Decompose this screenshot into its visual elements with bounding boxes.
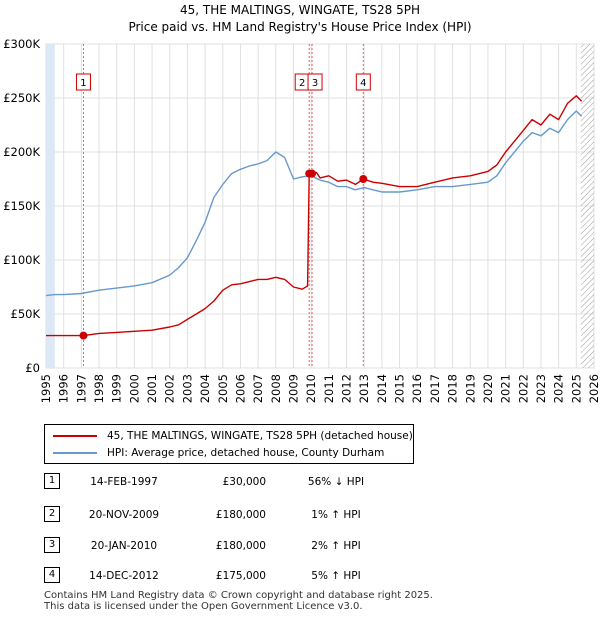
chart-title: 45, THE MALTINGS, WINGATE, TS28 5PH [179,3,421,17]
x-tick-label: 2008 [269,374,283,403]
legend-swatch-blue [53,452,97,454]
legend-swatch-red [53,435,97,437]
y-axis-ticks: £0 £50K £100K £150K £200K £250K £300K [3,37,40,375]
sale-marker-box-4 [355,73,371,91]
y-tick-label: £200K [3,145,40,159]
x-tick-label: 1996 [57,374,71,403]
footer-attribution: Contains HM Land Registry data © Crown c… [44,590,433,612]
sale-hpi-change: 5% ↑ HPI [311,570,361,582]
table-row: 3 20-JAN-2010 £180,000 2% ↑ HPI [44,537,444,555]
x-axis-ticks: 1995 1996 1997 1998 1999 2000 2001 2002 2003 2004… [39,374,600,403]
x-tick-label: 2012 [340,374,354,403]
x-tick-label: 2006 [233,374,247,403]
table-row: 4 14-DEC-2012 £175,000 5% ↑ HPI [44,567,444,585]
sale-date: 20-NOV-2009 [88,509,160,521]
shaded-spans [46,44,594,368]
sale-point-4 [359,175,368,183]
legend-label: 45, THE MALTINGS, WINGATE, TS28 5PH (det… [107,430,413,442]
grid-lines [45,43,595,369]
sale-date: 14-DEC-2012 [89,570,159,582]
sale-marker-label-1: 1 [80,78,86,89]
x-tick-label: 2005 [216,374,230,403]
x-tick-label: 2015 [393,374,407,403]
y-tick-label: £150K [3,199,40,213]
y-tick-label: £50K [11,307,41,321]
x-tick-label: 2014 [375,374,389,403]
x-tick-label: 2022 [516,374,530,403]
sale-point-3 [308,169,317,178]
x-tick-label: 2026 [587,374,600,403]
sale-point-1 [79,331,88,340]
sale-number-badge: 3 [44,537,60,553]
x-tick-label: 1997 [74,374,88,403]
sale-hpi-change: 1% ↑ HPI [311,509,361,521]
sale-number-badge: 4 [44,567,60,583]
sale-number-badge: 1 [44,473,60,489]
x-tick-label: 2023 [534,374,548,403]
table-row: 2 20-NOV-2009 £180,000 1% ↑ HPI [44,506,444,524]
sale-marker-box-3 [307,73,323,91]
x-tick-label: 2010 [304,374,318,403]
chart-subtitle: Price paid vs. HM Land Registry's House … [128,20,472,34]
legend-label: HPI: Average price, detached house, Coun… [107,447,385,459]
x-tick-label: 2007 [251,374,265,403]
y-tick-label: £100K [3,253,40,267]
x-tick-label: 2003 [180,374,194,403]
x-tick-label: 2025 [569,374,583,403]
sale-date: 20-JAN-2010 [90,540,158,552]
sale-hpi-change: 56% ↓ HPI [307,476,365,488]
y-tick-label: £250K [3,91,40,105]
x-tick-label: 2020 [481,374,495,403]
chart-title-block: 45, THE MALTINGS, WINGATE, TS28 5PH Pric… [0,2,600,36]
sale-price: £175,000 [215,570,266,582]
sale-price: £180,000 [215,509,266,521]
sale-number-badge: 2 [44,506,60,522]
x-tick-label: 2019 [463,374,477,403]
x-tick-label: 2024 [552,374,566,403]
y-tick-label: £0 [25,361,40,375]
sale-marker-label-2: 2 [299,78,305,89]
table-row: 1 14-FEB-1997 £30,000 56% ↓ HPI [44,473,444,491]
x-tick-label: 2002 [163,374,177,403]
sale-date: 14-FEB-1997 [90,476,158,488]
x-tick-label: 2018 [446,374,460,403]
footer-line-1: Contains HM Land Registry data © Crown c… [44,590,433,601]
x-tick-label: 1999 [110,374,124,403]
x-tick-label: 2011 [322,374,336,403]
sale-price: £180,000 [215,540,266,552]
x-tick-label: 2009 [286,374,300,403]
x-tick-label: 2016 [410,374,424,403]
x-tick-label: 2001 [145,374,159,403]
x-tick-label: 2013 [357,374,371,403]
x-tick-label: 1998 [92,374,106,403]
legend: 45, THE MALTINGS, WINGATE, TS28 5PH (det… [44,424,414,464]
x-tick-label: 2000 [127,374,141,403]
sale-points [79,169,368,340]
series-line-hpi [45,110,583,297]
sale-hpi-change: 2% ↑ HPI [311,540,361,552]
x-tick-label: 2004 [198,374,212,403]
pre-data-shade [46,44,55,368]
sale-marker-box-1 [75,73,91,91]
x-tick-label: 2021 [499,374,513,403]
sale-marker-label-4: 4 [360,78,366,89]
x-tick-label: 2017 [428,374,442,403]
x-tick-label: 1995 [39,374,53,403]
sale-price: £30,000 [222,476,266,488]
footer-line-2: This data is licensed under the Open Gov… [44,601,363,612]
y-tick-label: £300K [3,37,40,51]
sale-marker-label-3: 3 [312,78,318,89]
forecast-hatch [580,44,594,368]
